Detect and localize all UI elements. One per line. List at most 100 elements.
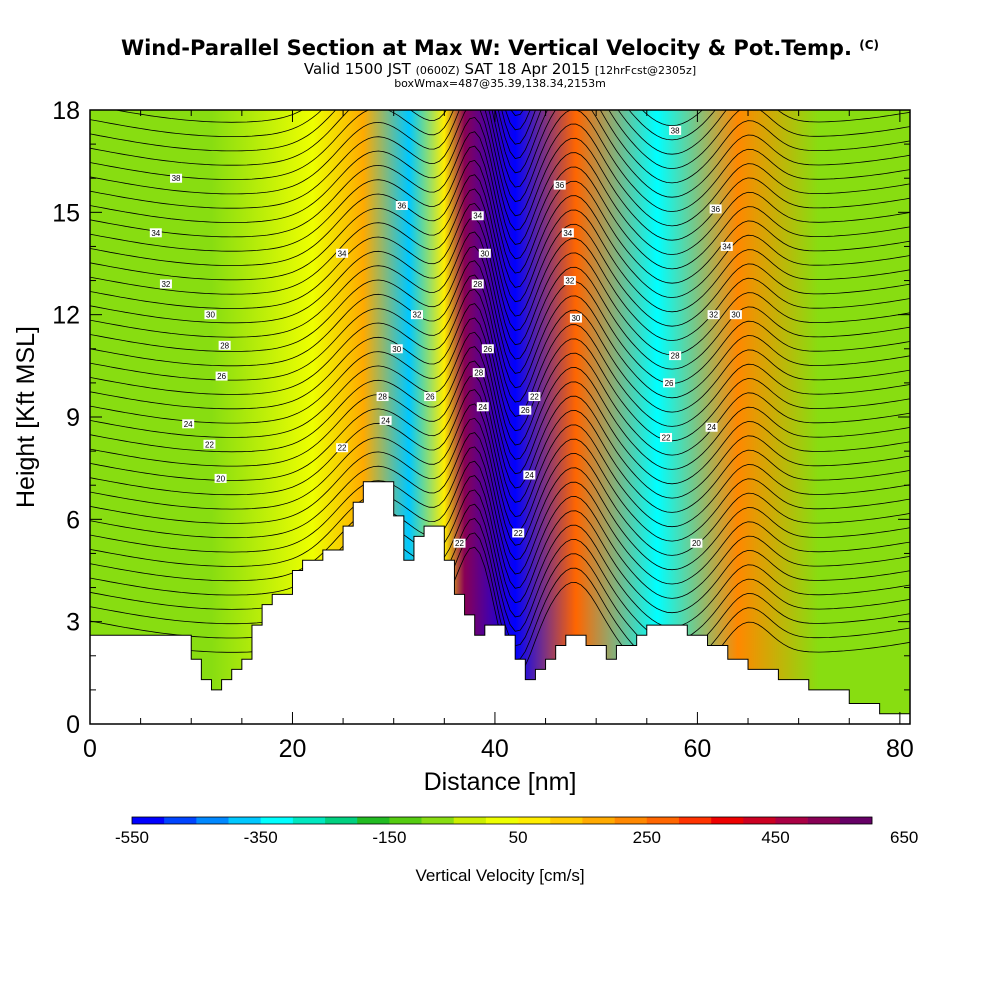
colorbar-swatch [292,817,326,824]
svg-text:38: 38 [671,126,680,135]
theta-label: 22 [660,432,673,442]
colorbar-swatch [485,817,519,824]
theta-label: 22 [512,528,525,538]
isentrope-line [90,389,910,528]
theta-label: 22 [336,443,349,453]
isentrope-line [90,303,910,442]
theta-label: 32 [707,310,720,320]
svg-text:32: 32 [161,280,170,289]
title-mark: (C) [859,38,880,52]
svg-text:36: 36 [397,202,406,211]
svg-text:22: 22 [514,529,523,538]
svg-text:34: 34 [473,212,482,221]
isentrope-line [90,110,910,212]
y-tick-label: 18 [52,97,80,125]
svg-text:28: 28 [473,280,482,289]
isentrope-line [90,202,910,341]
y-tick-label: 12 [52,302,80,330]
isentrope-line [90,417,910,556]
isentrope-line [90,489,910,628]
isentrope-line [113,110,910,155]
isentrope-line [90,231,910,370]
theta-label: 24 [476,402,489,412]
isentrope-line [90,346,910,485]
isentrope-line [90,446,910,585]
isentrope-line [90,145,910,284]
theta-labels: 38 34 32 30 28 26 24 22 20 36 34 32 30 28 26 24 22 34 30 28… [149,125,742,548]
theta-label: 24 [182,419,195,429]
colorbar-tick-label: 250 [633,828,661,847]
svg-text:36: 36 [711,205,720,214]
y-tick-label: 9 [66,404,80,432]
isentrope-line [90,317,910,456]
theta-label: 28 [669,351,682,361]
colorbar-tick-label: -550 [115,828,149,847]
colorbar-swatch [325,817,358,824]
velocity-field: 38 34 32 30 28 26 24 22 20 36 34 32 30 28 26 24 22 34 30 28… [90,110,910,724]
svg-text:26: 26 [426,393,435,402]
svg-text:28: 28 [474,369,483,378]
colorbar-label: Vertical Velocity [cm/s] [415,866,584,885]
svg-text:20: 20 [692,539,701,548]
isentrope-line [90,159,910,298]
chart-info-line: boxWmax=487@35.39,138.34,2153m [394,77,606,90]
theta-label: 28 [471,279,484,289]
colorbar-tick-label: -350 [244,828,278,847]
y-axis-label: Height [Kft MSL] [12,326,40,508]
theta-label: 36 [709,204,722,214]
svg-text:38: 38 [172,174,181,183]
svg-text:30: 30 [731,311,740,320]
colorbar-swatch [132,817,165,824]
svg-text:32: 32 [709,311,718,320]
isentrope-line [90,188,910,327]
svg-text:24: 24 [184,420,193,429]
theta-label: 20 [690,538,703,548]
x-tick-label: 80 [886,735,914,763]
svg-text:26: 26 [217,372,226,381]
colorbar-swatch [743,817,776,824]
theta-label: 28 [218,340,231,350]
theta-label: 26 [519,405,532,415]
isentrope-line [90,532,910,671]
isentrope-line [90,245,910,384]
svg-text:32: 32 [413,311,422,320]
svg-text:22: 22 [205,440,214,449]
colorbar-tick-label: 50 [509,828,528,847]
colorbar-swatch [389,817,422,824]
theta-label: 32 [159,279,172,289]
theta-label: 34 [149,228,162,238]
isentrope-line [90,110,910,170]
theta-label: 20 [214,473,227,483]
colorbar-swatch [839,817,873,824]
theta-label: 30 [478,248,491,258]
isentrope-line [90,110,910,184]
isentrope-lines [90,110,910,685]
theta-label: 34 [336,248,349,258]
x-tick-label: 0 [83,735,97,763]
colorbar-swatch [807,817,841,824]
colorbar-swatch [518,817,551,824]
theta-label: 28 [472,368,485,378]
terrain [90,481,910,724]
isentrope-line [90,518,910,657]
theta-label: 24 [523,470,536,480]
svg-text:34: 34 [563,229,572,238]
theta-label: 30 [204,310,217,320]
theta-label: 34 [561,228,574,238]
isentrope-line [510,110,703,127]
isentrope-line [90,403,910,542]
isentrope-line [90,360,910,499]
svg-text:20: 20 [216,474,225,483]
isentrope-line [90,288,910,427]
isentrope-line [90,503,910,642]
colorbar-swatch [582,817,615,824]
theta-label: 34 [471,211,484,221]
theta-label: 30 [569,313,582,323]
theta-label: 32 [410,310,423,320]
svg-text:28: 28 [378,393,387,402]
theta-label: 30 [390,344,403,354]
theta-label: 36 [395,201,408,211]
colorbar-swatch [614,817,648,824]
